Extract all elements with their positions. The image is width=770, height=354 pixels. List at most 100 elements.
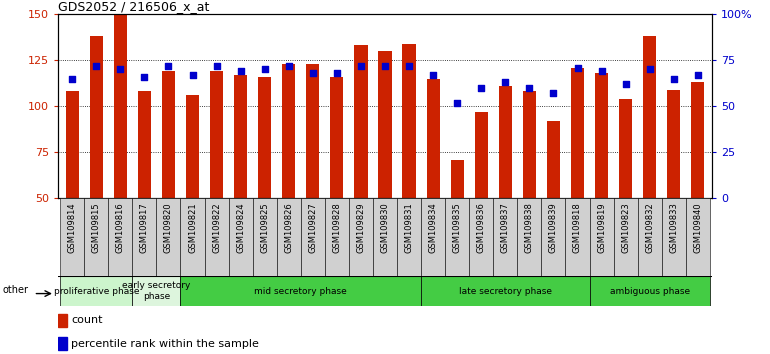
- Bar: [84, 198, 109, 276]
- Bar: [186, 95, 199, 198]
- Bar: [349, 198, 373, 276]
- Point: [66, 76, 79, 81]
- Bar: [354, 45, 367, 198]
- Point: [691, 72, 704, 78]
- Text: ambiguous phase: ambiguous phase: [610, 287, 690, 296]
- Text: GSM109833: GSM109833: [669, 202, 678, 253]
- Text: GSM109830: GSM109830: [380, 202, 390, 253]
- Point: [210, 63, 223, 69]
- Point: [139, 74, 151, 80]
- Bar: [276, 198, 301, 276]
- Point: [547, 91, 560, 96]
- Bar: [138, 91, 151, 198]
- Text: GSM109826: GSM109826: [284, 202, 293, 253]
- Bar: [590, 198, 614, 276]
- Bar: [421, 276, 590, 306]
- Bar: [65, 91, 79, 198]
- Bar: [301, 198, 325, 276]
- Bar: [229, 198, 253, 276]
- Point: [571, 65, 584, 70]
- Bar: [643, 36, 656, 198]
- Text: GSM109821: GSM109821: [188, 202, 197, 253]
- Point: [668, 76, 680, 81]
- Bar: [373, 198, 397, 276]
- Bar: [180, 276, 421, 306]
- Bar: [571, 68, 584, 198]
- Bar: [691, 82, 705, 198]
- Text: GSM109831: GSM109831: [404, 202, 413, 253]
- Point: [114, 67, 126, 72]
- Bar: [494, 198, 517, 276]
- Text: GSM109835: GSM109835: [453, 202, 462, 253]
- Bar: [445, 198, 469, 276]
- Text: GSM109814: GSM109814: [68, 202, 77, 253]
- Text: GSM109822: GSM109822: [212, 202, 221, 253]
- Text: GSM109828: GSM109828: [333, 202, 341, 253]
- Bar: [60, 198, 84, 276]
- Bar: [541, 198, 565, 276]
- Point: [403, 63, 415, 69]
- Text: early secretory
phase: early secretory phase: [122, 281, 191, 301]
- Bar: [421, 198, 445, 276]
- Text: GSM109816: GSM109816: [116, 202, 125, 253]
- Point: [306, 70, 319, 76]
- Text: GDS2052 / 216506_x_at: GDS2052 / 216506_x_at: [58, 0, 209, 13]
- Bar: [162, 71, 175, 198]
- Text: GSM109838: GSM109838: [525, 202, 534, 253]
- Point: [259, 67, 271, 72]
- Bar: [234, 75, 247, 198]
- Text: mid secretory phase: mid secretory phase: [254, 287, 347, 296]
- Bar: [109, 198, 132, 276]
- Text: other: other: [3, 285, 29, 295]
- Bar: [686, 198, 710, 276]
- Text: GSM109834: GSM109834: [429, 202, 437, 253]
- Bar: [180, 198, 205, 276]
- Bar: [547, 121, 560, 198]
- Bar: [474, 112, 488, 198]
- Bar: [523, 91, 536, 198]
- Bar: [619, 99, 632, 198]
- Bar: [517, 198, 541, 276]
- Point: [379, 63, 391, 69]
- Bar: [306, 64, 320, 198]
- Point: [619, 81, 631, 87]
- Text: GSM109829: GSM109829: [357, 202, 366, 253]
- Point: [427, 72, 439, 78]
- Text: GSM109819: GSM109819: [597, 202, 606, 253]
- Bar: [58, 314, 68, 327]
- Bar: [253, 198, 276, 276]
- Bar: [595, 73, 608, 198]
- Bar: [590, 276, 710, 306]
- Bar: [205, 198, 229, 276]
- Point: [162, 63, 175, 69]
- Bar: [667, 90, 681, 198]
- Text: GSM109823: GSM109823: [621, 202, 630, 253]
- Text: proliferative phase: proliferative phase: [53, 287, 139, 296]
- Point: [475, 85, 487, 91]
- Bar: [258, 77, 271, 198]
- Bar: [565, 198, 590, 276]
- Bar: [638, 198, 661, 276]
- Bar: [114, 14, 127, 198]
- Bar: [330, 77, 343, 198]
- Bar: [58, 337, 68, 350]
- Text: GSM109827: GSM109827: [308, 202, 317, 253]
- Bar: [132, 198, 156, 276]
- Point: [355, 63, 367, 69]
- Bar: [378, 51, 392, 198]
- Point: [330, 70, 343, 76]
- Bar: [427, 79, 440, 198]
- Text: GSM109840: GSM109840: [693, 202, 702, 253]
- Bar: [499, 86, 512, 198]
- Point: [283, 63, 295, 69]
- Bar: [210, 71, 223, 198]
- Point: [451, 100, 464, 105]
- Text: GSM109815: GSM109815: [92, 202, 101, 253]
- Point: [234, 68, 246, 74]
- Point: [644, 67, 656, 72]
- Text: GSM109825: GSM109825: [260, 202, 269, 253]
- Point: [90, 63, 102, 69]
- Text: percentile rank within the sample: percentile rank within the sample: [71, 339, 259, 349]
- Bar: [132, 276, 180, 306]
- Text: GSM109839: GSM109839: [549, 202, 558, 253]
